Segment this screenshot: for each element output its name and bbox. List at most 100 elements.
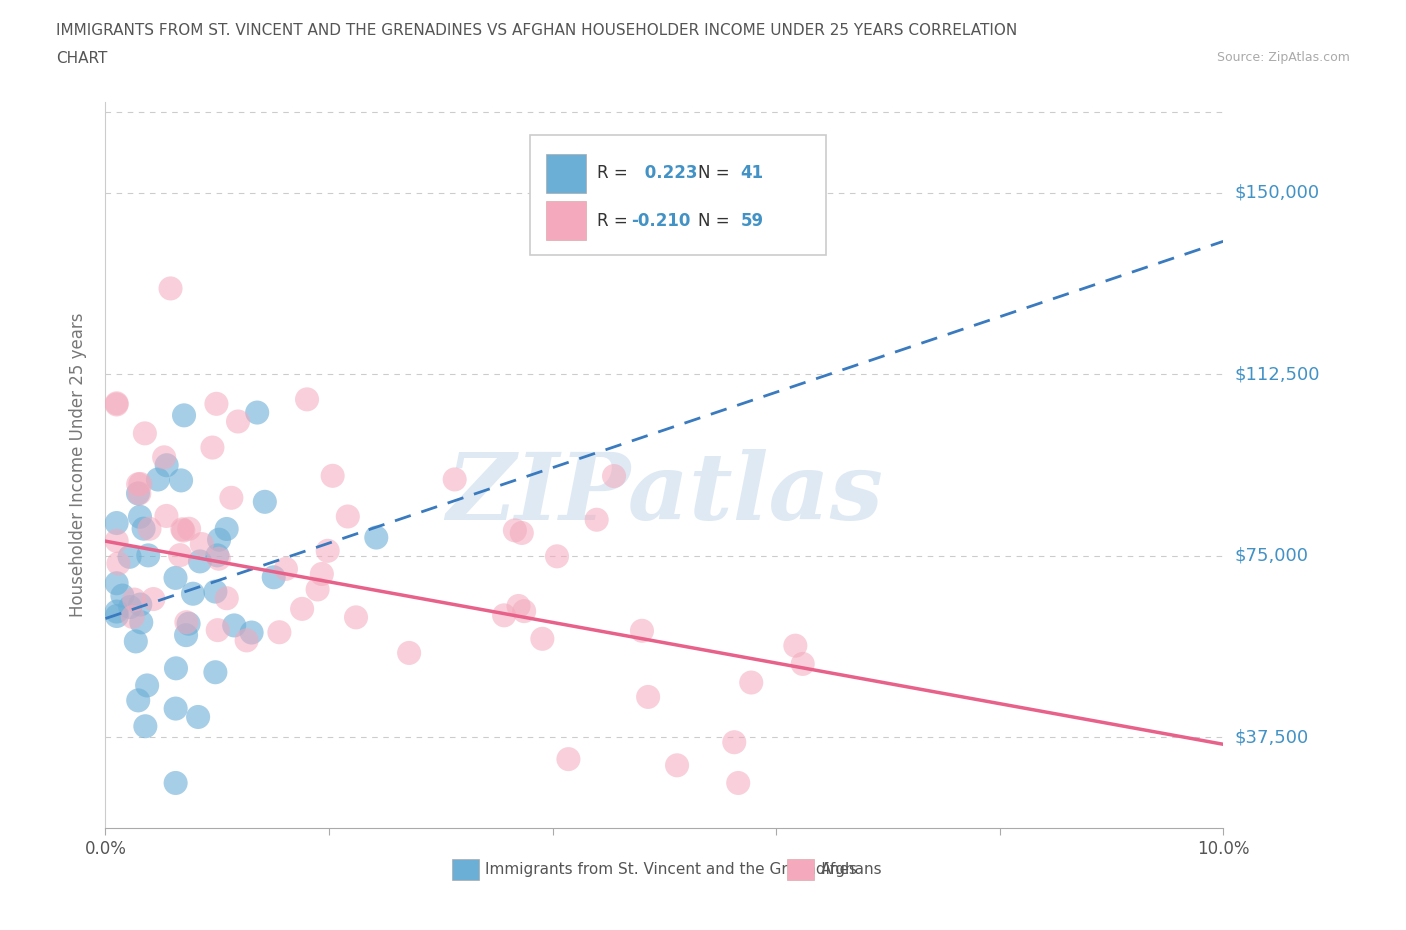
Point: [204, 665, 226, 680]
Point: [129, 615, 152, 630]
Point: [121, 609, 143, 624]
Point: [215, 591, 238, 605]
Point: [124, 592, 146, 607]
Point: [263, 570, 285, 585]
Point: [118, 550, 141, 565]
Point: [740, 675, 762, 690]
Text: N =: N =: [697, 211, 735, 230]
FancyBboxPatch shape: [546, 153, 586, 193]
Point: [205, 396, 228, 411]
Point: [513, 604, 536, 618]
Text: $112,500: $112,500: [1234, 365, 1320, 383]
Point: [215, 522, 238, 537]
Point: [221, 490, 243, 505]
Point: [153, 450, 176, 465]
FancyBboxPatch shape: [787, 859, 814, 880]
Point: [510, 525, 533, 540]
Point: [132, 521, 155, 536]
Point: [191, 537, 214, 551]
Point: [172, 524, 194, 538]
Point: [336, 509, 359, 524]
FancyBboxPatch shape: [451, 859, 479, 880]
Text: R =: R =: [598, 211, 633, 230]
Point: [159, 281, 181, 296]
Text: Afghans: Afghans: [821, 861, 883, 877]
Point: [188, 554, 211, 569]
Point: [127, 477, 149, 492]
Point: [105, 397, 128, 412]
Point: [136, 678, 159, 693]
Point: [208, 532, 231, 547]
Point: [322, 469, 344, 484]
Point: [177, 522, 200, 537]
Point: [172, 522, 194, 537]
Point: [274, 562, 297, 577]
Point: [307, 582, 329, 597]
Text: 59: 59: [741, 211, 763, 230]
Point: [136, 548, 159, 563]
Point: [344, 610, 367, 625]
Point: [246, 405, 269, 420]
Point: [366, 530, 388, 545]
Point: [546, 549, 568, 564]
Text: Source: ZipAtlas.com: Source: ZipAtlas.com: [1216, 51, 1350, 64]
Point: [531, 631, 554, 646]
Point: [142, 591, 165, 606]
Point: [207, 548, 229, 563]
Point: [105, 396, 128, 411]
Point: [207, 623, 229, 638]
Point: [503, 523, 526, 538]
Point: [105, 515, 128, 530]
Text: R =: R =: [598, 165, 633, 182]
Point: [792, 657, 814, 671]
FancyBboxPatch shape: [546, 201, 586, 240]
Point: [637, 689, 659, 704]
Point: [187, 710, 209, 724]
Point: [165, 661, 187, 676]
Point: [224, 618, 246, 632]
Point: [398, 645, 420, 660]
Text: 0.223: 0.223: [638, 165, 697, 182]
Point: [155, 509, 177, 524]
Point: [226, 414, 249, 429]
Point: [105, 534, 128, 549]
Point: [585, 512, 607, 527]
Point: [156, 458, 179, 472]
Point: [105, 608, 128, 623]
Point: [631, 623, 654, 638]
Text: $150,000: $150,000: [1234, 184, 1319, 202]
Point: [666, 758, 689, 773]
Text: N =: N =: [697, 165, 735, 182]
Point: [181, 586, 204, 601]
Point: [127, 693, 149, 708]
Point: [204, 584, 226, 599]
Y-axis label: Householder Income Under 25 years: Householder Income Under 25 years: [69, 312, 87, 618]
Point: [134, 426, 156, 441]
Text: IMMIGRANTS FROM ST. VINCENT AND THE GRENADINES VS AFGHAN HOUSEHOLDER INCOME UNDE: IMMIGRANTS FROM ST. VINCENT AND THE GREN…: [56, 23, 1018, 38]
Point: [105, 576, 128, 591]
Point: [129, 597, 152, 612]
Point: [240, 625, 263, 640]
Text: CHART: CHART: [56, 51, 108, 66]
Point: [785, 638, 807, 653]
Point: [291, 602, 314, 617]
FancyBboxPatch shape: [530, 135, 827, 255]
Point: [129, 476, 152, 491]
Point: [107, 556, 129, 571]
Point: [603, 469, 626, 484]
Point: [120, 600, 142, 615]
Point: [165, 776, 187, 790]
Text: $75,000: $75,000: [1234, 547, 1309, 565]
Point: [311, 566, 333, 581]
Point: [125, 634, 148, 649]
Point: [173, 408, 195, 423]
Point: [165, 570, 187, 585]
Point: [269, 625, 291, 640]
Point: [134, 719, 156, 734]
Point: [174, 628, 197, 643]
Point: [170, 473, 193, 488]
Point: [201, 440, 224, 455]
Point: [443, 472, 465, 487]
Point: [129, 510, 152, 525]
Text: -0.210: -0.210: [631, 211, 690, 230]
